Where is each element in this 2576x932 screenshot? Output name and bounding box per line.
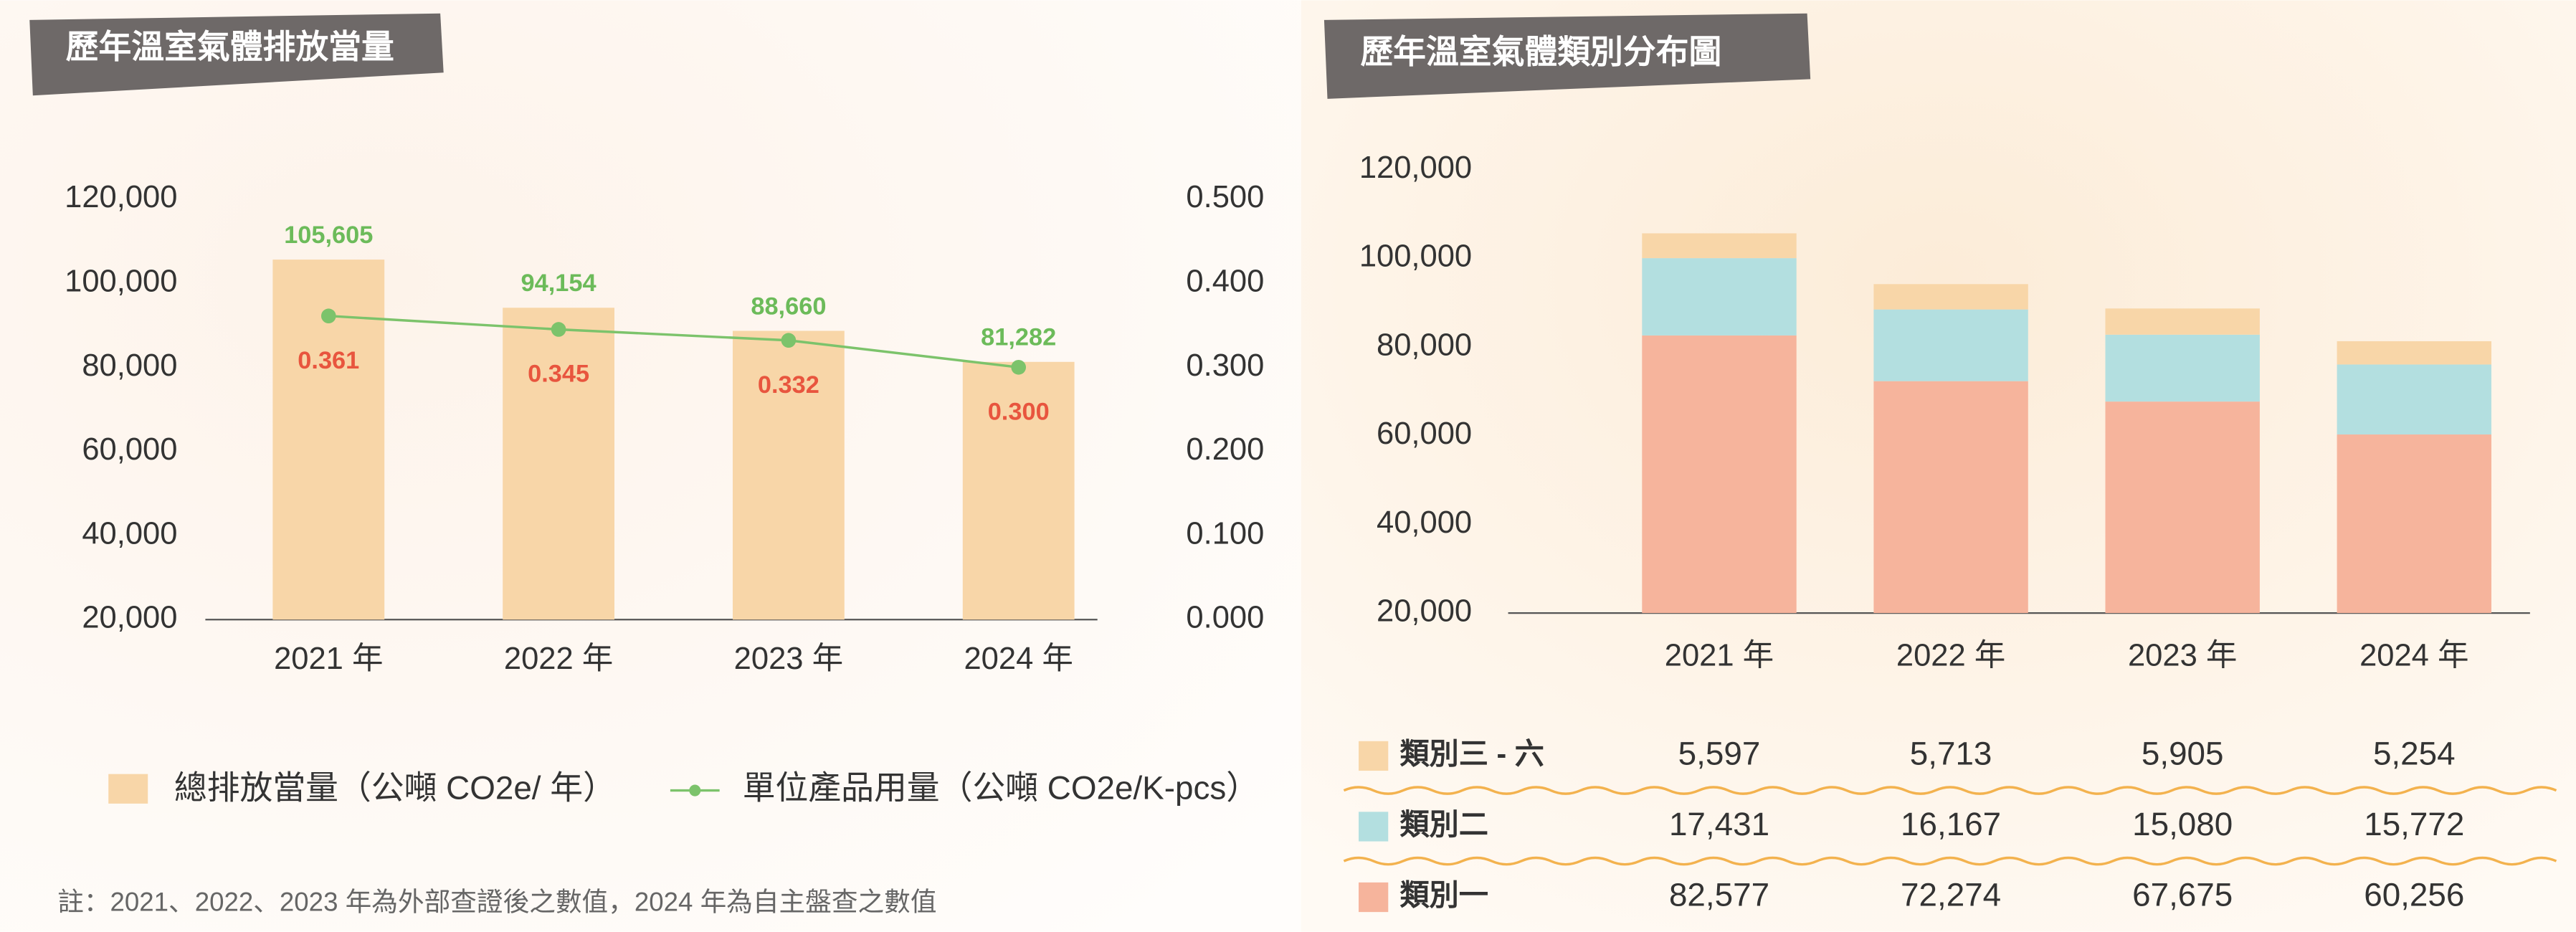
x-tick-label: 2021 年	[274, 642, 383, 676]
y2-tick-label: 0.300	[1186, 348, 1264, 383]
table-value: 82,577	[1669, 877, 1769, 913]
note: 註：2021、2022、2023 年為外部查證後之數值，2024 年為自主盤查之…	[57, 887, 936, 916]
x-tick-label: 2024 年	[964, 642, 1073, 676]
legend-swatch	[1359, 812, 1389, 842]
legend-label: 單位產品用量（公噸 CO2e/K-pcs）	[743, 770, 1259, 807]
table-value: 15,080	[2132, 806, 2233, 842]
chart-title: 歷年溫室氣體排放當量	[66, 29, 394, 65]
line-point	[551, 322, 566, 337]
legend-label: 類別二	[1399, 808, 1488, 841]
y-tick-label: 80,000	[82, 348, 177, 383]
table-value: 15,772	[2364, 806, 2464, 842]
y-tick-label: 60,000	[82, 432, 177, 467]
x-tick-label: 2023 年	[734, 642, 843, 676]
x-tick-label: 2022 年	[1896, 638, 2005, 672]
table-value: 72,274	[1901, 877, 2001, 913]
y2-tick-label: 0.000	[1186, 601, 1264, 635]
bar-value-label: 88,660	[751, 293, 826, 320]
y2-tick-label: 0.200	[1186, 432, 1264, 467]
table-value: 5,597	[1678, 736, 1761, 772]
legend-label: 類別三 - 六	[1399, 737, 1544, 770]
table-value: 16,167	[1901, 806, 2001, 842]
table-value: 67,675	[2132, 877, 2233, 913]
bar-segment	[1873, 284, 2028, 310]
legend-swatch	[1359, 741, 1389, 771]
y2-tick-label: 0.100	[1186, 516, 1264, 551]
y-tick-label: 120,000	[1359, 151, 1472, 185]
table-value: 60,256	[2364, 877, 2464, 913]
bar-segment	[1873, 309, 2028, 381]
bar-segment	[1873, 381, 2028, 614]
x-tick-label: 2022 年	[504, 642, 613, 676]
bar-segment	[2105, 401, 2260, 614]
line-point	[781, 333, 797, 348]
x-tick-label: 2021 年	[1665, 638, 1774, 672]
x-tick-label: 2023 年	[2128, 638, 2237, 672]
left-background	[0, 0, 1301, 932]
bar-segment	[1642, 233, 1797, 259]
y-tick-label: 100,000	[1359, 239, 1472, 274]
y2-tick-label: 0.500	[1186, 180, 1264, 214]
line-point	[1011, 359, 1027, 375]
y-tick-label: 20,000	[1377, 594, 1472, 629]
bar-segment	[1642, 335, 1797, 614]
x-tick-label: 2024 年	[2359, 638, 2468, 672]
y-tick-label: 60,000	[1377, 417, 1472, 451]
bar-segment	[2105, 334, 2260, 402]
legend-label: 總排放當量（公噸 CO2e/ 年）	[174, 770, 616, 807]
title-banner	[1323, 13, 1811, 99]
y-tick-label: 40,000	[1377, 505, 1472, 540]
bar-segment	[2105, 308, 2260, 335]
line-value-label: 0.345	[528, 361, 589, 388]
bar-segment	[2337, 341, 2491, 365]
bar-segment	[2337, 364, 2491, 435]
y-tick-label: 40,000	[82, 516, 177, 551]
line-value-label: 0.361	[298, 347, 359, 374]
legend-swatch	[689, 784, 701, 797]
chart-title: 歷年溫室氣體類別分布圖	[1360, 34, 1721, 70]
y-tick-label: 100,000	[65, 264, 177, 298]
table-value: 5,713	[1910, 736, 1992, 772]
y-tick-label: 80,000	[1377, 328, 1472, 362]
line-value-label: 0.332	[758, 371, 819, 399]
legend-swatch	[1359, 882, 1389, 913]
row-separator	[1343, 786, 2557, 795]
bar-segment	[1642, 258, 1797, 336]
line	[328, 315, 1019, 368]
y-tick-label: 120,000	[65, 180, 177, 214]
bar-segment	[2337, 434, 2491, 614]
table-value: 5,254	[2373, 736, 2456, 772]
bar-value-label: 81,282	[981, 324, 1056, 351]
bar-value-label: 105,605	[284, 222, 373, 249]
line-value-label: 0.300	[988, 399, 1050, 426]
table-value: 17,431	[1669, 806, 1769, 842]
bar	[503, 308, 615, 620]
line-point	[320, 308, 336, 324]
title-banner	[29, 13, 444, 96]
legend-swatch	[108, 774, 148, 804]
y2-tick-label: 0.400	[1186, 264, 1264, 298]
bar	[732, 331, 845, 620]
bar	[962, 361, 1075, 620]
legend-label: 類別一	[1399, 878, 1488, 911]
y-tick-label: 20,000	[82, 601, 177, 635]
bar-value-label: 94,154	[521, 270, 597, 297]
table-value: 5,905	[2142, 736, 2224, 772]
row-separator	[1343, 856, 2557, 866]
